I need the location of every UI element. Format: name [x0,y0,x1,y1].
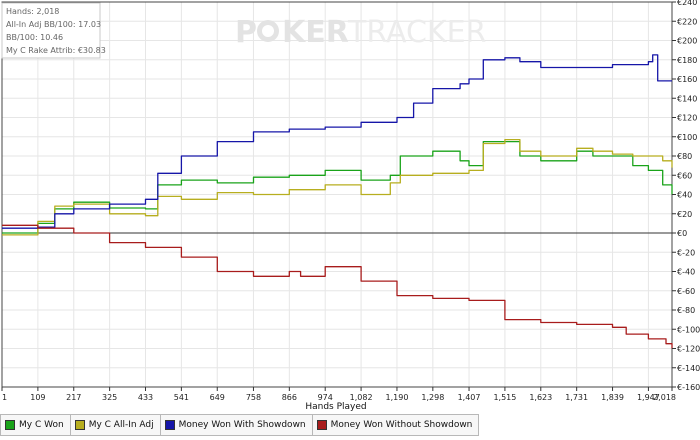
watermark-part1: P [235,15,257,50]
y-tick-label: €-140 [677,364,700,373]
y-tick-label: €-40 [677,268,695,277]
watermark-part3: TRACKER [347,15,486,50]
x-tick-label: 325 [102,393,117,402]
x-tick-label: 1,623 [529,393,552,402]
y-tick-label: €220 [677,17,697,26]
x-tick-label: 1,839 [601,393,624,402]
chart-legend: My C Won My C All-In Adj Money Won With … [0,414,480,436]
series-line-0 [2,140,673,234]
y-tick-label: €-60 [677,287,695,296]
x-tick-label: 541 [174,393,189,402]
y-tick-label: €120 [677,114,697,123]
x-tick-label: 974 [318,393,333,402]
x-tick-label: 1,190 [386,393,409,402]
x-tick-label: 109 [30,393,45,402]
y-tick-label: €-100 [677,325,700,334]
series-line-2 [2,54,672,229]
x-tick-label: 758 [246,393,261,402]
legend-swatch-icon [74,420,85,430]
stat-allin-adj: All-In Adj BB/100: 17.03 [6,20,101,29]
stats-box: Hands: 2,018 All-In Adj BB/100: 17.03 BB… [1,2,106,59]
y-tick-label: €40 [677,191,692,200]
watermark-part2: KER [282,15,349,50]
x-tick-label: 1,731 [565,393,588,402]
x-tick-label: 433 [138,393,153,402]
legend-swatch-icon [164,420,175,430]
legend-item-all-in-adj[interactable]: My C All-In Adj [70,414,161,436]
x-tick-label: 866 [282,393,297,402]
stat-rake: My C Rake Attrib: €30.83 [6,46,106,55]
y-tick-label: €-160 [677,383,700,392]
x-tick-label: 1,947 [637,393,660,402]
legend-swatch-icon [5,420,15,430]
x-tick-label: 649 [210,393,225,402]
x-tick-label: 1 [2,393,7,402]
legend-swatch-icon [316,420,327,430]
y-tick-label: €0 [677,229,687,238]
legend-label: Money Won Without Showdown [330,420,473,430]
y-tick-label: €80 [677,152,692,161]
stat-bb100: BB/100: 10.46 [6,33,63,42]
y-tick-label: €-120 [677,345,700,354]
x-tick-label: 217 [66,393,81,402]
y-tick-label: €-80 [677,306,695,315]
y-tick-label: €180 [677,56,697,65]
legend-item-without-showdown[interactable]: Money Won Without Showdown [312,414,480,436]
series-line-1 [2,138,673,236]
legend-item-with-showdown[interactable]: Money Won With Showdown [160,414,313,436]
y-tick-label: €100 [677,133,697,142]
x-tick-label: 1,082 [350,393,373,402]
legend-label: My C All-In Adj [88,420,154,430]
x-tick-label: 1,407 [458,393,481,402]
x-tick-label: 2,018 [653,393,676,402]
y-tick-label: €20 [677,210,692,219]
stat-hands: Hands: 2,018 [6,7,59,16]
legend-item-my-c-won[interactable]: My C Won [0,414,71,436]
x-axis-title: Hands Played [305,402,366,412]
watermark-logo: P KER TRACKER [235,15,486,50]
y-tick-label: €140 [677,94,697,103]
y-tick-label: €60 [677,171,692,180]
legend-label: My C Won [19,420,64,430]
y-tick-label: €160 [677,75,697,84]
y-tick-label: €200 [677,37,697,46]
legend-label: Money Won With Showdown [178,420,306,430]
y-tick-label: €240 [677,0,697,7]
x-tick-label: 1,515 [493,393,516,402]
x-tick-label: 1,298 [421,393,444,402]
y-tick-label: €-20 [677,248,695,257]
series-line-3 [2,224,673,349]
